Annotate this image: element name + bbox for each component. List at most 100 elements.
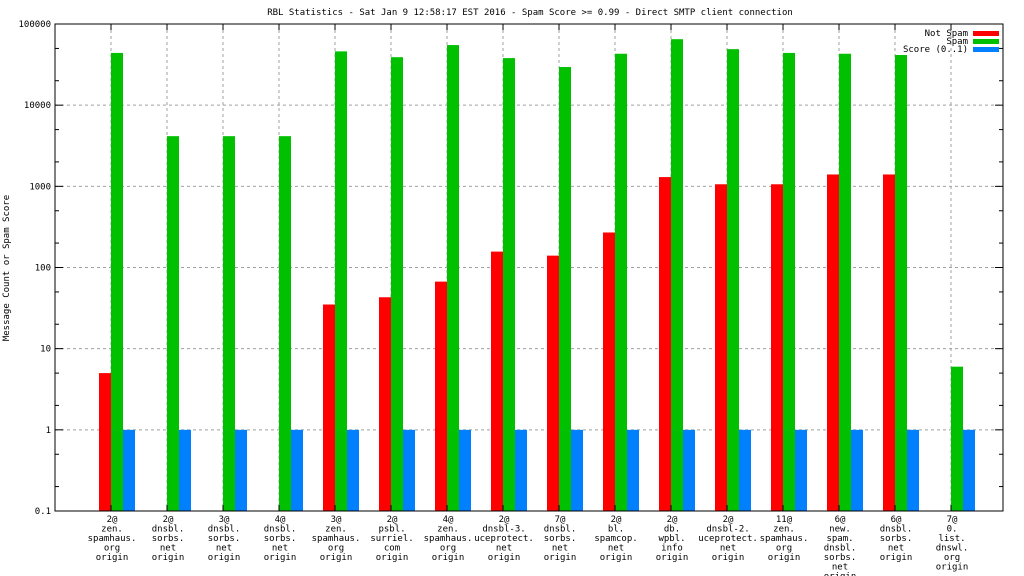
x-tick-label: 2@ dnsbl-3. uceprotect. net origin xyxy=(474,515,534,563)
bar-not-spam xyxy=(323,304,335,511)
bar-score xyxy=(403,429,415,511)
y-tick-label: 10000 xyxy=(24,101,51,111)
bar-spam xyxy=(615,53,627,511)
x-tick-label: 4@ zen. spamhaus. org origin xyxy=(424,515,473,563)
bar-spam xyxy=(111,52,123,511)
x-tick-label-line: 2@ xyxy=(387,515,398,525)
bar-spam xyxy=(447,45,459,512)
y-tick-label: 0.1 xyxy=(35,507,51,517)
y-tick-label: 1000 xyxy=(29,182,51,192)
bar-spam xyxy=(671,39,683,511)
x-tick-label-line: net xyxy=(832,563,848,573)
x-tick-label: 7@ dnsbl. sorbs. net origin xyxy=(544,515,577,563)
x-tick-label-line: 2@ xyxy=(723,515,734,525)
x-tick-label-line: db. xyxy=(664,525,680,535)
x-tick-label-line: 2@ xyxy=(107,515,118,525)
x-tick-label-line: 4@ xyxy=(275,515,286,525)
bar-spam xyxy=(279,136,291,511)
x-tick-label-line: 2@ xyxy=(163,515,174,525)
x-tick-label-line: dnsbl. xyxy=(824,544,857,554)
x-tick-label-line: spamhaus. xyxy=(88,534,137,544)
x-tick-label: 3@ dnsbl. sorbs. net origin xyxy=(208,515,241,563)
bar-not-spam xyxy=(827,174,839,512)
x-tick-label-line: origin xyxy=(544,553,577,563)
bar-spam xyxy=(783,52,795,511)
x-tick-label-line: 7@ xyxy=(947,515,958,525)
x-tick-label-line: net xyxy=(720,544,736,554)
legend-label: Not Spam xyxy=(925,29,968,39)
bar-score xyxy=(851,429,863,511)
x-tick-label-line: origin xyxy=(376,553,409,563)
x-tick-label-line: new. xyxy=(829,525,851,535)
x-tick-label-line: net xyxy=(272,544,288,554)
x-tick-label: 4@ dnsbl. sorbs. net origin xyxy=(264,515,297,563)
x-tick-label-line: spamhaus. xyxy=(424,534,473,544)
x-tick-label-line: zen. xyxy=(773,525,795,535)
bar-spam xyxy=(391,57,403,511)
x-tick-label-line: dnsbl-3. xyxy=(482,525,525,535)
x-tick-label: 6@ dnsbl. sorbs. net origin xyxy=(880,515,913,563)
legend-label: Score (0..1) xyxy=(903,45,968,55)
x-tick-label: 2@ db. wpbl. info origin xyxy=(656,515,689,563)
legend-swatch xyxy=(973,39,999,44)
x-tick-label-line: 6@ xyxy=(891,515,902,525)
bar-score xyxy=(907,429,919,511)
x-tick-label-line: origin xyxy=(152,553,185,563)
bar-not-spam xyxy=(883,174,895,512)
x-tick-label-line: origin xyxy=(320,553,353,563)
bar-score xyxy=(739,429,751,511)
x-tick-label-line: origin xyxy=(768,553,801,563)
legend-swatch xyxy=(973,31,999,36)
x-tick-label-line: dnsbl. xyxy=(208,525,241,535)
bar-spam xyxy=(727,49,739,511)
x-tick-label: 11@ zen. spamhaus. org origin xyxy=(760,515,809,563)
bar-score xyxy=(515,429,527,511)
x-tick-label-line: net xyxy=(608,544,624,554)
x-tick-label-line: spamhaus. xyxy=(760,534,809,544)
x-tick-label-line: net xyxy=(496,544,512,554)
x-tick-label-line: 2@ xyxy=(499,515,510,525)
x-tick-label-line: bl. xyxy=(608,525,624,535)
x-tick-label: 2@ zen. spamhaus. org origin xyxy=(88,515,137,563)
bar-score xyxy=(683,429,695,511)
bar-score xyxy=(459,429,471,511)
grid xyxy=(55,24,1003,511)
bar-not-spam xyxy=(435,281,447,511)
bar-score xyxy=(963,429,975,511)
x-tick-label-line: info xyxy=(661,544,683,554)
x-tick-label-line: sorbs. xyxy=(208,534,241,544)
bar-spam xyxy=(503,58,515,511)
y-tick-label: 100 xyxy=(35,264,51,274)
x-tick-label-line: 2@ xyxy=(667,515,678,525)
x-tick-label: 3@ zen. spamhaus. org origin xyxy=(312,515,361,563)
bar-spam xyxy=(223,136,235,511)
x-tick-label-line: spamhaus. xyxy=(312,534,361,544)
x-tick-label: 2@ dnsbl. sorbs. net origin xyxy=(152,515,185,563)
x-tick-label-line: spam. xyxy=(826,534,853,544)
bar-score xyxy=(235,429,247,511)
x-tick-label-line: 2@ xyxy=(611,515,622,525)
x-tick-label-line: 3@ xyxy=(219,515,230,525)
x-tick-label-line: psbl. xyxy=(378,525,405,535)
y-tick-label: 1 xyxy=(46,426,51,436)
x-tick-label-line: net xyxy=(216,544,232,554)
legend-label: Spam xyxy=(946,37,968,47)
x-tick-label: 7@ 0. list. dnswl. org origin xyxy=(936,515,969,573)
x-tick-label-line: dnsbl. xyxy=(544,525,577,535)
x-tick-label-line: 6@ xyxy=(835,515,846,525)
x-tick-label-line: origin xyxy=(96,553,129,563)
x-tick-label-line: net xyxy=(888,544,904,554)
bar-spam xyxy=(167,136,179,511)
bar-not-spam xyxy=(603,232,615,511)
y-tick-label: 100000 xyxy=(18,20,51,30)
x-tick-label-line: 0. xyxy=(947,525,958,535)
x-tick-label-line: 11@ xyxy=(776,515,793,525)
x-tick-label-line: zen. xyxy=(437,525,459,535)
legend-swatch xyxy=(973,47,999,52)
x-tick-label-line: surriel. xyxy=(370,534,413,544)
bar-score xyxy=(291,429,303,511)
x-tick-label-line: sorbs. xyxy=(152,534,185,544)
x-tick-label-line: sorbs. xyxy=(264,534,297,544)
